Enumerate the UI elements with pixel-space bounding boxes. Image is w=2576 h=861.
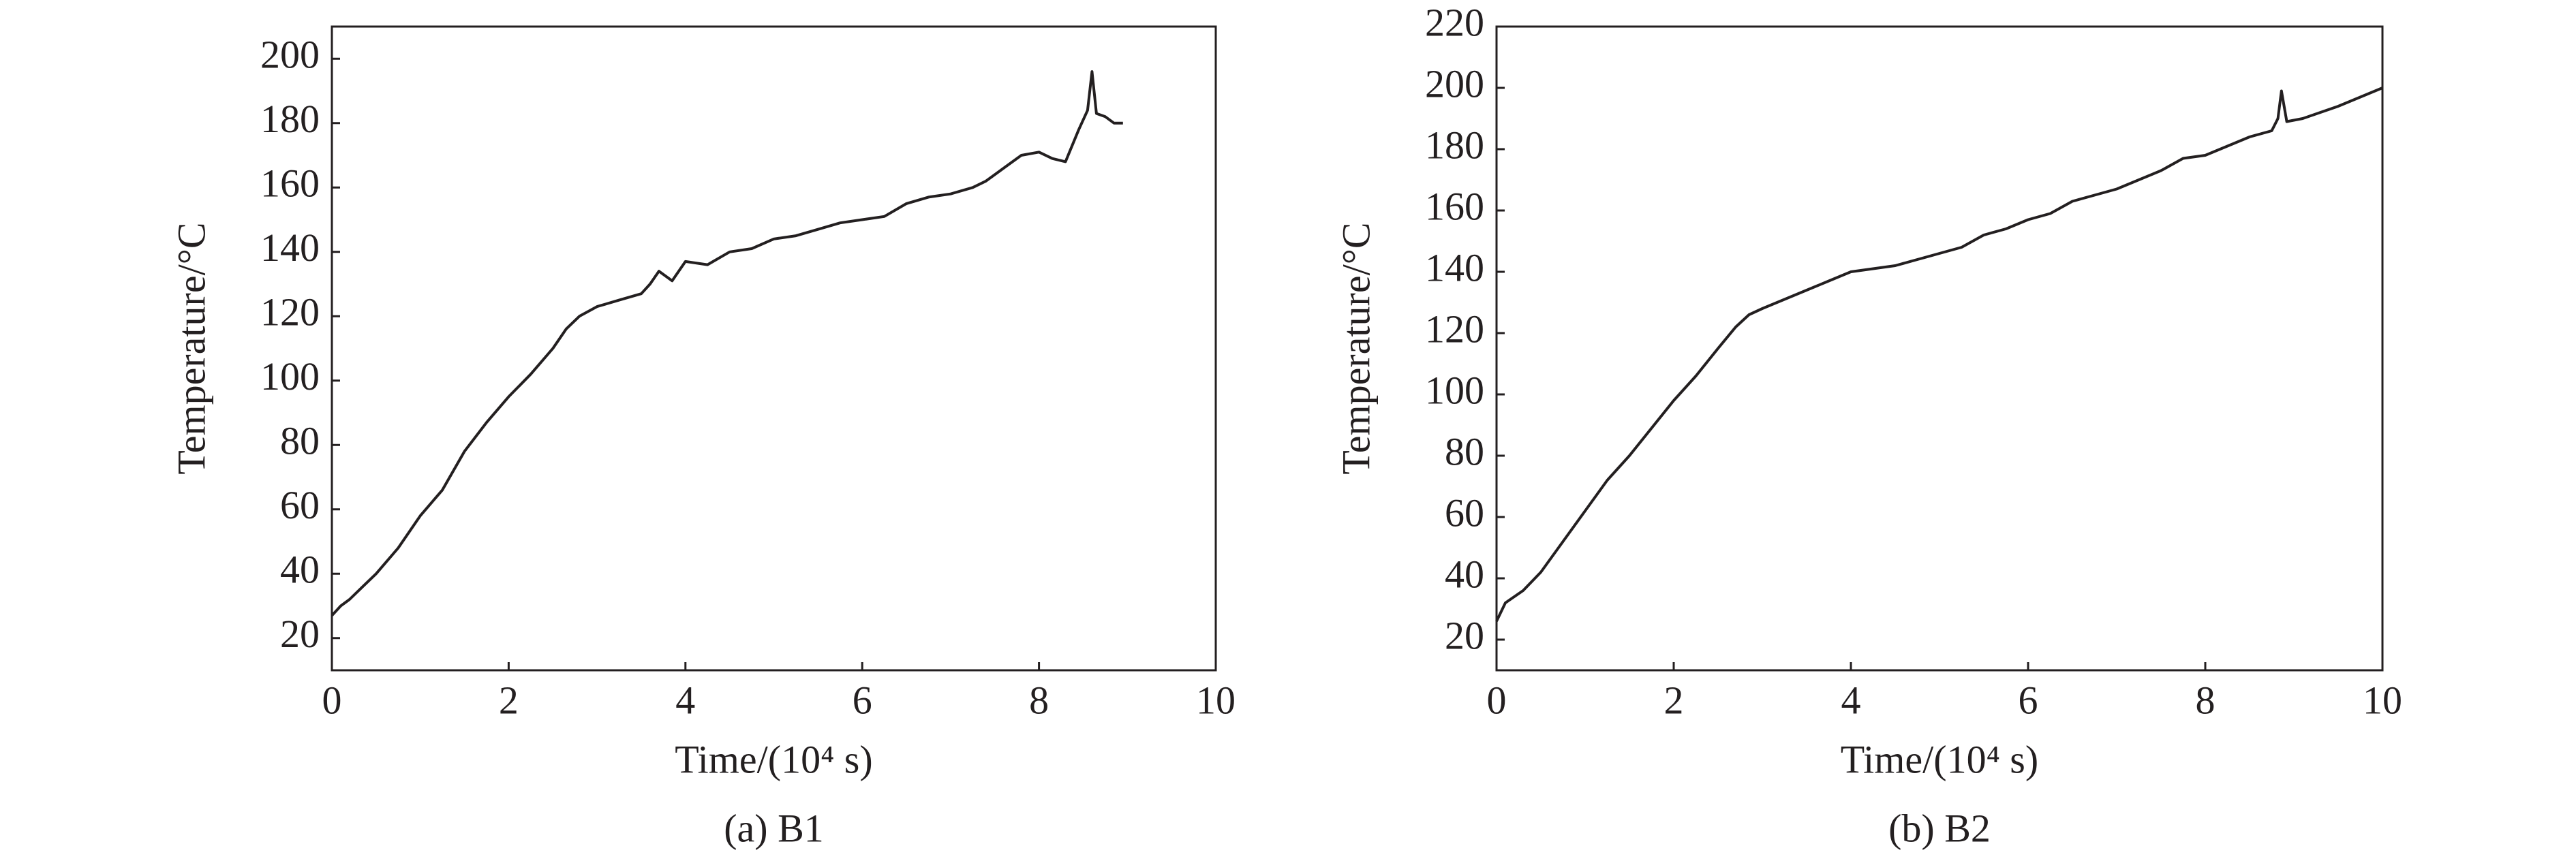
- x-tick-label: 6: [853, 678, 872, 722]
- x-tick-label: 2: [499, 678, 519, 722]
- y-tick-label: 80: [280, 419, 320, 463]
- y-tick-label: 60: [1445, 490, 1484, 535]
- plot-frame: [331, 25, 1217, 672]
- y-tick-label: 60: [280, 483, 320, 527]
- y-tick-label: 180: [1425, 123, 1484, 167]
- y-tick-label: 100: [260, 354, 320, 398]
- temperature-line: [1495, 87, 2383, 622]
- y-tick-label: 140: [1425, 245, 1484, 289]
- y-tick-label: 40: [280, 548, 320, 592]
- y-tick-label: 100: [1425, 368, 1484, 412]
- y-tick-label: 40: [1445, 552, 1484, 596]
- y-tick-label: 200: [260, 33, 320, 77]
- y-tick-label: 20: [1445, 613, 1484, 657]
- temperature-line: [331, 70, 1123, 617]
- x-tick-label: 0: [1487, 678, 1507, 722]
- y-tick-label: 140: [260, 225, 320, 270]
- y-tick-label: 200: [1425, 61, 1484, 106]
- y-tick-label: 160: [260, 161, 320, 206]
- x-tick-label: 8: [2196, 678, 2215, 722]
- x-axis-label: Time/(10⁴ s): [675, 737, 872, 781]
- y-tick-label: 160: [1425, 184, 1484, 228]
- caption: (a) B1: [724, 806, 824, 850]
- y-axis-label: Temperature/°C: [1334, 222, 1378, 474]
- y-tick-label: 180: [260, 97, 320, 141]
- plot-frame: [1495, 25, 2384, 672]
- y-tick-label: 80: [1445, 429, 1484, 473]
- caption: (b) B2: [1888, 806, 1991, 850]
- x-tick-label: 2: [1664, 678, 1684, 722]
- x-tick-label: 4: [1841, 678, 1861, 722]
- x-tick-label: 10: [2363, 678, 2402, 722]
- x-tick-label: 8: [1029, 678, 1049, 722]
- y-axis-label: Temperature/°C: [169, 222, 213, 474]
- y-tick-label: 220: [1425, 0, 1484, 44]
- y-tick-label: 120: [260, 290, 320, 334]
- x-tick-label: 0: [322, 678, 342, 722]
- y-tick-label: 120: [1425, 307, 1484, 351]
- x-tick-label: 4: [675, 678, 695, 722]
- x-axis-label: Time/(10⁴ s): [1841, 737, 2038, 781]
- x-tick-label: 10: [1196, 678, 1236, 722]
- y-tick-label: 20: [280, 612, 320, 656]
- x-tick-label: 6: [2019, 678, 2038, 722]
